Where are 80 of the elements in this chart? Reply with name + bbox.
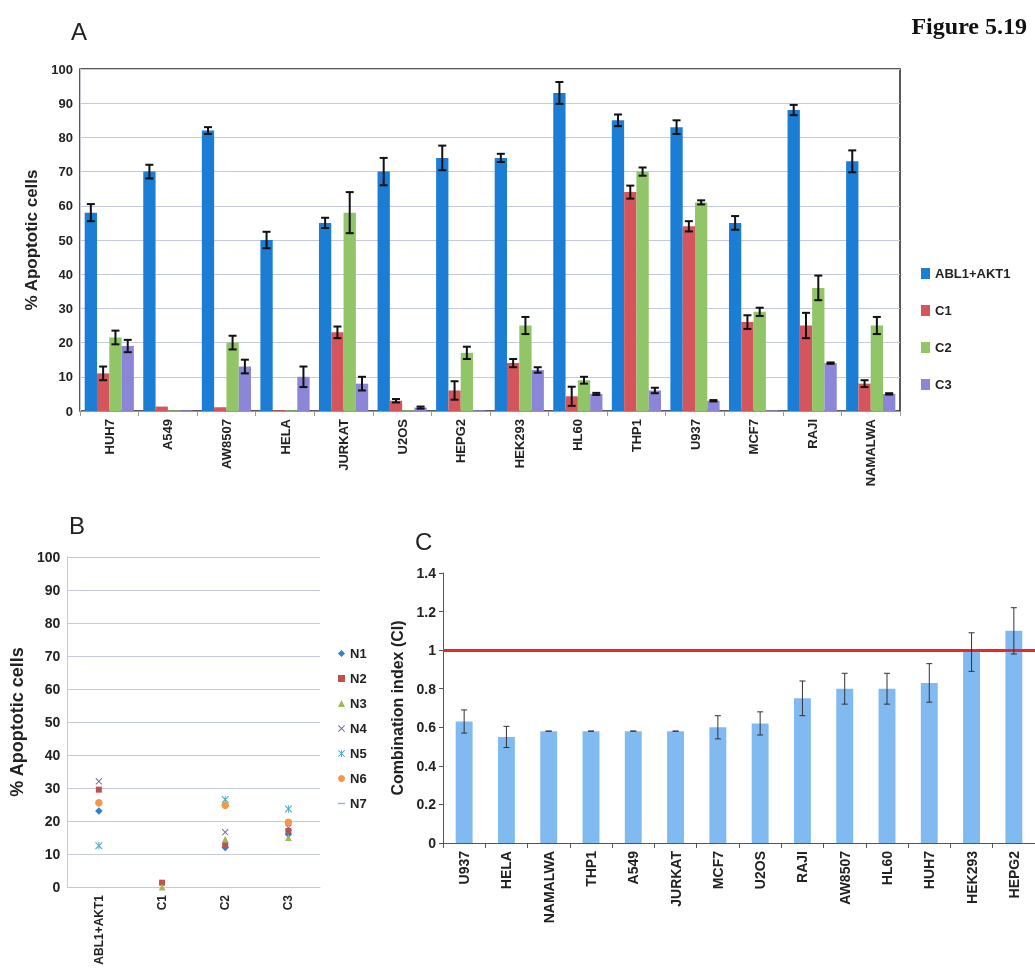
- x-tick-label: A549: [160, 419, 176, 451]
- y-tick-label: 0.8: [416, 680, 437, 697]
- y-tick-label: 10: [44, 846, 61, 862]
- x-tick-label: AW8507: [218, 419, 234, 469]
- legend-label: C2: [935, 340, 952, 355]
- x-tick-label: HELA: [498, 851, 515, 890]
- x-tick-label: AW8507: [836, 850, 853, 905]
- x-tick-label: HEPG2: [453, 419, 469, 464]
- y-tick-label: 0.6: [416, 719, 437, 736]
- chart-title: B: [69, 511, 86, 539]
- y-tick-label: 70: [58, 164, 73, 180]
- x-tick-label: HL60: [879, 850, 895, 886]
- y-tick-label: 40: [58, 266, 73, 282]
- y-tick-label: 1: [428, 642, 437, 659]
- x-tick-label: RAJI: [794, 851, 811, 883]
- y-tick-label: 70: [44, 648, 61, 664]
- y-tick-label: 80: [58, 129, 73, 145]
- y-tick-label: 80: [44, 615, 61, 631]
- y-tick-label: 1.4: [416, 565, 437, 581]
- caption: Figure 5.19: [911, 13, 1027, 39]
- y-tick-label: 40: [44, 747, 61, 763]
- y-tick-label: 10: [58, 369, 73, 385]
- y-tick-label: 90: [58, 95, 73, 111]
- y-axis-title: % Apoptotic cells: [22, 169, 41, 311]
- x-tick-label: HEK293: [963, 850, 980, 904]
- y-tick-label: 20: [44, 813, 61, 829]
- y-tick-label: 100: [51, 61, 73, 77]
- x-tick-label: C2: [218, 894, 233, 911]
- chart-title: A: [71, 17, 88, 45]
- legend-label: C3: [935, 377, 952, 392]
- x-tick-label: NAMALWA: [540, 851, 557, 924]
- y-tick-label: 100: [36, 549, 61, 565]
- y-tick-label: 0: [428, 835, 437, 851]
- x-tick-label: C3: [281, 894, 296, 911]
- x-tick-label: HL60: [570, 419, 586, 451]
- legend-label: N1: [350, 646, 367, 661]
- y-tick-label: 90: [44, 582, 61, 598]
- x-tick-label: HEPG2: [1005, 850, 1022, 899]
- x-tick-label: A549: [625, 850, 642, 885]
- legend-label: N6: [350, 771, 367, 786]
- y-tick-label: 0: [52, 879, 61, 895]
- y-tick-label: 60: [44, 681, 61, 697]
- legend-label: N5: [350, 746, 367, 761]
- legend-label: C1: [935, 303, 952, 318]
- y-tick-label: 30: [58, 300, 73, 316]
- y-tick-label: 50: [44, 714, 61, 730]
- legend-label: N2: [350, 671, 367, 686]
- x-tick-label: JURKAT: [336, 418, 352, 471]
- x-tick-label: C1: [155, 894, 170, 911]
- x-tick-label: MCF7: [709, 850, 726, 890]
- y-tick-label: 60: [58, 198, 73, 214]
- x-tick-label: MCF7: [746, 419, 762, 455]
- y-tick-label: 50: [58, 232, 73, 248]
- x-tick-label: HUH7: [921, 850, 938, 890]
- y-tick-label: 0: [65, 403, 73, 419]
- y-tick-label: 0.4: [416, 757, 437, 774]
- legend-label: ABL1+AKT1: [935, 266, 1011, 281]
- x-tick-label: U937: [687, 419, 703, 451]
- x-tick-label: U2OS: [394, 418, 410, 455]
- x-tick-label: RAJI: [804, 419, 820, 449]
- y-tick-label: 0.2: [416, 796, 437, 813]
- chart-title: C: [415, 527, 433, 555]
- x-tick-label: HEK293: [511, 419, 527, 469]
- y-axis-title: % Apoptotic cells: [7, 647, 27, 797]
- y-tick-label: 30: [44, 780, 61, 796]
- x-tick-label: THP1: [583, 850, 599, 887]
- y-tick-label: 1.2: [416, 603, 437, 620]
- x-tick-label: JURKAT: [667, 850, 684, 907]
- x-tick-label: U2OS: [752, 851, 769, 890]
- x-tick-label: NAMALWA: [863, 418, 879, 487]
- x-tick-label: HUH7: [101, 419, 117, 455]
- x-tick-label: THP1: [628, 419, 644, 453]
- legend-label: N7: [350, 796, 367, 811]
- x-tick-label: U937: [456, 850, 473, 885]
- legend-label: N3: [350, 696, 367, 711]
- x-tick-label: ABL1+AKT1: [91, 894, 106, 965]
- y-axis-title: Combination index (CI): [389, 620, 407, 796]
- legend-label: N4: [350, 721, 368, 736]
- y-tick-label: 20: [58, 335, 73, 351]
- x-tick-label: HELA: [277, 418, 293, 455]
